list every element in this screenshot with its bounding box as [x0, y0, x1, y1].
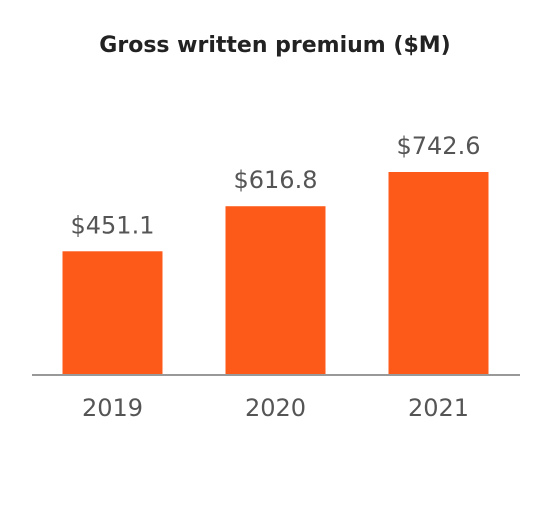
value-label: $451.1 [71, 211, 155, 239]
x-tick-label: 2019 [82, 394, 143, 422]
x-tick-label: 2021 [408, 394, 469, 422]
chart-title: Gross written premium ($M) [99, 33, 450, 58]
value-label: $742.6 [397, 132, 481, 160]
bar [62, 251, 163, 374]
value-label: $616.8 [234, 166, 318, 194]
bar [388, 172, 489, 374]
bar [225, 206, 326, 374]
x-tick-label: 2020 [245, 394, 306, 422]
